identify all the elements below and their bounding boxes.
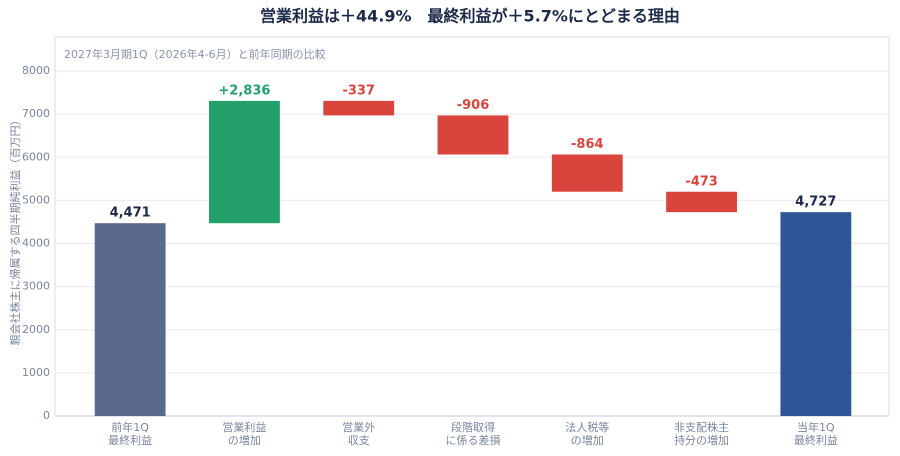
value-label: +2,836	[218, 83, 270, 98]
x-tick-label: 営業外	[342, 420, 375, 434]
y-tick-label: 4000	[22, 237, 50, 250]
x-tick-label: 当年1Q	[797, 420, 835, 434]
value-label: -473	[685, 174, 718, 189]
annotation: 2027年3月期1Q（2026年4-6月）と前年同期の比較	[64, 47, 326, 61]
x-tick-label: 段階取得	[451, 420, 495, 434]
y-tick-label: 1000	[22, 366, 50, 379]
value-label: -337	[342, 83, 375, 98]
bar	[437, 115, 509, 155]
value-label: 4,471	[110, 206, 151, 221]
bar	[780, 212, 852, 416]
x-tick-label: 持分の増加	[674, 433, 729, 447]
y-tick-label: 7000	[22, 107, 50, 120]
y-tick-label: 5000	[22, 193, 50, 206]
value-label: -864	[571, 137, 604, 152]
x-tick-label: 前年1Q	[111, 420, 149, 434]
x-tick-label: の増加	[228, 434, 261, 447]
x-tick-label: 最終利益	[108, 433, 152, 447]
x-tick-label: 収支	[348, 434, 370, 447]
y-axis-label: 親会社株主に帰属する四半期純利益（百万円）	[8, 115, 22, 346]
x-tick-label: 法人税等	[565, 420, 609, 434]
y-tick-label: 3000	[22, 280, 50, 293]
y-tick-label: 6000	[22, 150, 50, 163]
x-tick-label: 最終利益	[794, 433, 838, 447]
value-label: -906	[457, 98, 490, 113]
bar	[666, 191, 737, 213]
bar	[551, 154, 623, 192]
x-tick-label: に係る差損	[446, 433, 501, 447]
plot-frame	[54, 36, 890, 417]
y-tick-label: 8000	[22, 64, 50, 77]
x-tick-label: 非支配株主	[674, 420, 729, 434]
x-tick-label: 営業利益	[222, 420, 266, 434]
y-tick-label: 2000	[22, 323, 50, 336]
bar	[323, 100, 395, 116]
chart-title: 営業利益は＋44.9% 最終利益が＋5.7%にとどまる理由	[260, 7, 680, 26]
bar	[209, 100, 280, 224]
x-tick-label: の増加	[571, 434, 604, 447]
value-label: 4,727	[795, 195, 836, 210]
bar	[94, 223, 166, 416]
y-tick-label: 0	[43, 409, 50, 422]
